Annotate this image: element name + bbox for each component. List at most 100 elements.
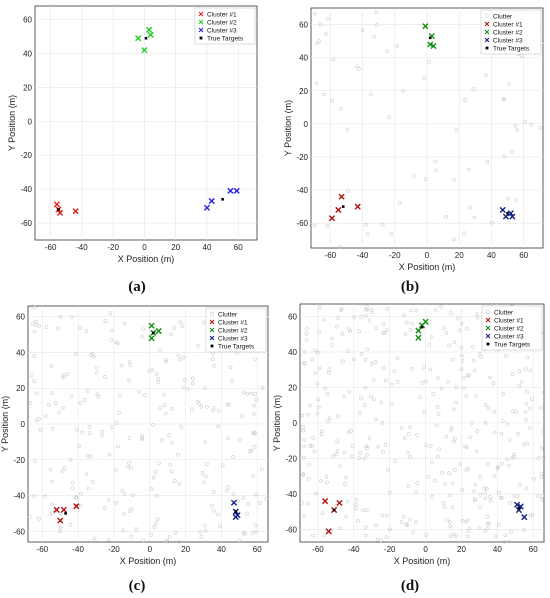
clutter-point bbox=[129, 466, 133, 470]
clutter-point bbox=[170, 406, 174, 411]
clutter-point bbox=[485, 526, 490, 531]
clutter-point bbox=[342, 450, 347, 455]
clutter-point bbox=[409, 366, 414, 371]
clutter-point bbox=[141, 538, 146, 543]
clutter-point bbox=[466, 373, 470, 378]
clutter-point bbox=[457, 328, 462, 333]
clutter-point bbox=[483, 491, 487, 495]
clutter-point bbox=[82, 398, 87, 402]
clutter-point bbox=[167, 535, 172, 539]
clutter-point bbox=[149, 533, 154, 537]
legend-marker bbox=[198, 27, 204, 33]
clutter-point bbox=[422, 410, 427, 415]
clutter-point bbox=[369, 361, 374, 366]
clutter-point bbox=[465, 326, 469, 331]
clutter-point bbox=[395, 380, 400, 384]
clutter-point bbox=[156, 377, 161, 381]
clutter-point bbox=[539, 446, 544, 451]
clutter-point bbox=[538, 126, 543, 130]
clutter-point bbox=[519, 380, 524, 384]
clutter-point bbox=[418, 395, 423, 400]
clutter-point bbox=[357, 329, 362, 334]
clutter-point bbox=[34, 391, 39, 396]
legend-marker bbox=[485, 46, 489, 50]
clutter-point bbox=[158, 348, 163, 353]
clutter-point bbox=[149, 487, 154, 491]
clutter-point bbox=[393, 459, 397, 464]
clutter-point bbox=[341, 359, 345, 364]
x-marker-stroke bbox=[338, 193, 345, 200]
clutter-point bbox=[320, 511, 325, 516]
clutter-point bbox=[373, 360, 378, 364]
y-tick-label: -40 bbox=[20, 185, 32, 194]
x-tick-label: 60 bbox=[253, 545, 262, 554]
clutter-point bbox=[162, 403, 167, 408]
clutter-point bbox=[439, 304, 444, 309]
y-tick-label: 20 bbox=[299, 87, 308, 96]
clutter-point bbox=[407, 518, 412, 522]
x-tick-label: -60 bbox=[325, 251, 337, 260]
clutter-point bbox=[109, 328, 114, 333]
clutter-point bbox=[330, 343, 335, 347]
cluster-point bbox=[415, 327, 422, 334]
clutter-point bbox=[87, 431, 92, 435]
clutter-point bbox=[249, 448, 254, 453]
clutter-point bbox=[477, 526, 482, 531]
legend-marker bbox=[485, 325, 491, 331]
clutter-point bbox=[352, 357, 356, 362]
clutter-point bbox=[220, 463, 225, 468]
clutter-point bbox=[179, 424, 184, 429]
clutter-point bbox=[318, 22, 323, 27]
clutter-point bbox=[499, 461, 504, 466]
clutter-point bbox=[210, 504, 214, 508]
clutter-point bbox=[317, 39, 321, 44]
clutter-point bbox=[542, 455, 546, 460]
y-tick-label: -20 bbox=[20, 151, 32, 160]
clutter-point bbox=[251, 473, 256, 478]
clutter-point bbox=[454, 534, 458, 539]
clutter-point bbox=[106, 498, 111, 503]
x-marker-stroke bbox=[203, 204, 211, 211]
clutter-point bbox=[71, 486, 75, 490]
clutter-point bbox=[241, 496, 246, 500]
clutter-point bbox=[94, 370, 99, 375]
clutter-point bbox=[384, 328, 389, 333]
clutter-point bbox=[447, 343, 452, 348]
clutter-point bbox=[471, 87, 476, 91]
clutter-point bbox=[448, 524, 453, 529]
clutter-point bbox=[212, 406, 217, 410]
clutter-point bbox=[513, 123, 518, 128]
clutter-point bbox=[73, 352, 78, 357]
clutter-point bbox=[307, 462, 312, 467]
clutter-point bbox=[108, 311, 113, 316]
clutter-point bbox=[528, 426, 532, 431]
x-marker-stroke bbox=[427, 41, 434, 48]
clutter-point bbox=[359, 351, 364, 356]
clutter-point bbox=[511, 452, 516, 457]
true-target-point bbox=[420, 325, 424, 329]
x-marker-stroke bbox=[53, 201, 60, 208]
clutter-point bbox=[414, 490, 418, 494]
legend-label: Clutter bbox=[218, 311, 238, 318]
clutter-point bbox=[487, 521, 491, 526]
x-tick-label: -60 bbox=[312, 545, 324, 554]
clutter-point bbox=[445, 518, 449, 523]
clutter-point bbox=[359, 396, 363, 401]
x-axis-label: X Position (m) bbox=[118, 254, 175, 264]
clutter-point bbox=[345, 127, 350, 132]
panel-caption: (d) bbox=[401, 578, 419, 594]
clutter-point bbox=[337, 245, 342, 249]
chart-panel-b: -60 -40 -20 0 20 40 60 -60 -40 -20 0 20 40 60 X Positi… bbox=[283, 7, 544, 272]
clutter-point bbox=[69, 315, 74, 320]
clutter-point bbox=[443, 482, 447, 487]
clutter-point bbox=[159, 438, 164, 443]
clutter-point bbox=[363, 525, 368, 529]
clutter-point bbox=[532, 476, 536, 481]
clutter-point bbox=[50, 502, 55, 507]
x-tick-label: 20 bbox=[455, 251, 464, 260]
clutter-point bbox=[486, 462, 491, 466]
y-tick-label: -20 bbox=[296, 153, 308, 162]
cluster-point bbox=[73, 503, 80, 510]
clutter-point bbox=[216, 512, 220, 517]
clutter-point bbox=[78, 325, 82, 330]
